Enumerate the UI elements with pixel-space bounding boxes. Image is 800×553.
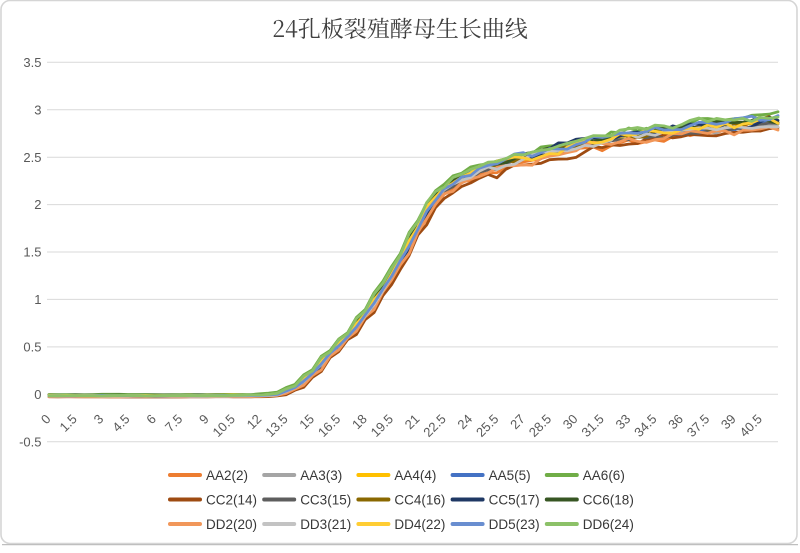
svg-text:CC2(14): CC2(14) bbox=[206, 492, 257, 507]
svg-text:DD4(22): DD4(22) bbox=[394, 517, 445, 532]
svg-text:CC3(15): CC3(15) bbox=[300, 492, 351, 507]
svg-text:CC4(16): CC4(16) bbox=[394, 492, 445, 507]
svg-text:AA3(3): AA3(3) bbox=[300, 468, 342, 483]
svg-text:DD2(20): DD2(20) bbox=[206, 517, 257, 532]
svg-text:0.5: 0.5 bbox=[23, 340, 41, 355]
svg-text:AA5(5): AA5(5) bbox=[489, 468, 531, 483]
svg-text:DD5(23): DD5(23) bbox=[489, 517, 540, 532]
svg-text:AA4(4): AA4(4) bbox=[394, 468, 436, 483]
svg-text:DD6(24): DD6(24) bbox=[583, 517, 634, 532]
svg-text:0: 0 bbox=[34, 387, 41, 402]
svg-text:2: 2 bbox=[34, 197, 41, 212]
svg-text:CC6(18): CC6(18) bbox=[583, 492, 634, 507]
svg-text:1.5: 1.5 bbox=[23, 245, 41, 260]
svg-text:3.5: 3.5 bbox=[23, 55, 41, 70]
svg-text:1: 1 bbox=[34, 292, 41, 307]
svg-text:DD3(21): DD3(21) bbox=[300, 517, 351, 532]
svg-text:2.5: 2.5 bbox=[23, 150, 41, 165]
svg-text:CC5(17): CC5(17) bbox=[489, 492, 540, 507]
svg-text:3: 3 bbox=[34, 102, 41, 117]
svg-text:-0.5: -0.5 bbox=[19, 434, 41, 449]
svg-text:AA2(2): AA2(2) bbox=[206, 468, 248, 483]
svg-text:AA6(6): AA6(6) bbox=[583, 468, 625, 483]
